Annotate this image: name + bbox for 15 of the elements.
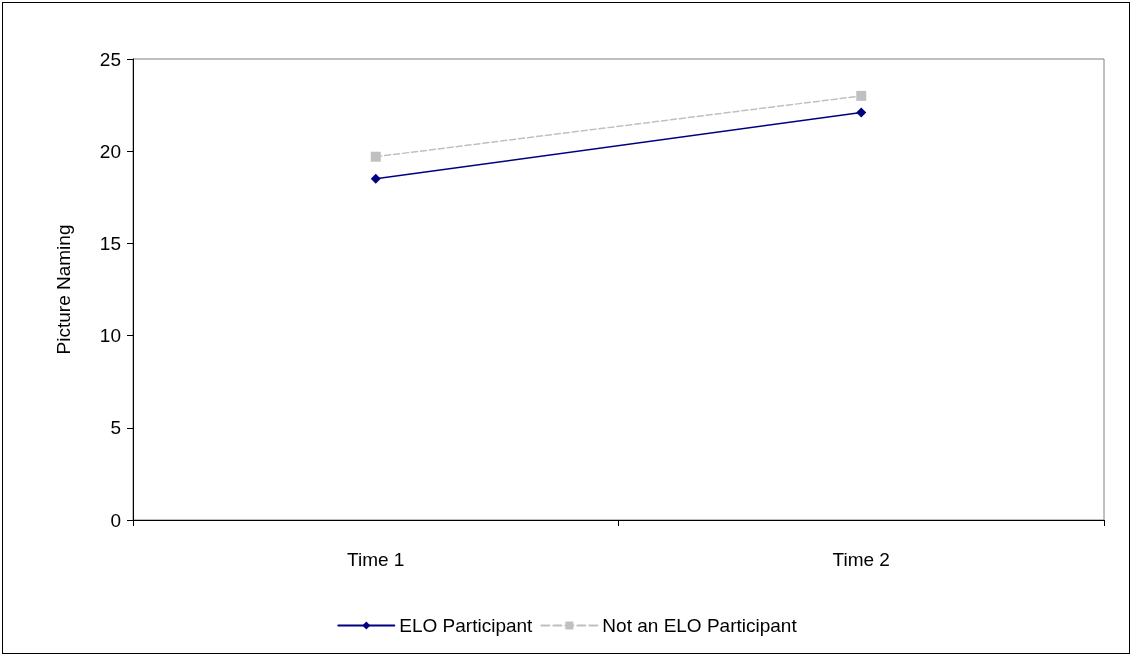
y-axis-title: Picture Naming: [53, 224, 74, 355]
point: [856, 107, 867, 118]
y-tick-label: 25: [99, 48, 121, 70]
point: [370, 151, 381, 162]
y-tick-label: 15: [99, 232, 121, 254]
point: [856, 90, 867, 101]
y-tick-label: 0: [110, 509, 121, 531]
legend-label: ELO Participant: [399, 615, 534, 636]
y-tick-label: 20: [99, 140, 121, 162]
y-tick-label: 10: [99, 325, 121, 347]
legend-label: Not an ELO Participant: [602, 615, 798, 636]
y-tick-label: 5: [110, 417, 121, 439]
x-tick-label: Time 2: [832, 549, 890, 570]
x-tick-label: Time 1: [347, 549, 405, 570]
point: [370, 173, 381, 184]
